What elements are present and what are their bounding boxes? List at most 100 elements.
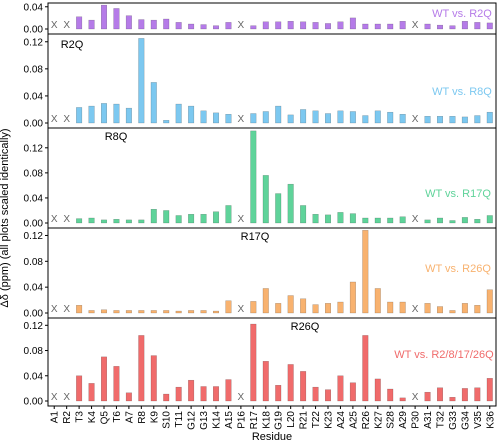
- bar-K9: [150, 355, 157, 402]
- bar-K18: [262, 175, 269, 224]
- bar-A25: [349, 213, 356, 224]
- bar-G33: [449, 25, 456, 30]
- missing-marker: X: [63, 392, 70, 403]
- bar-K4: [88, 383, 95, 402]
- x-tick-label: K36: [485, 411, 496, 429]
- bar-K14: [212, 386, 219, 402]
- y-tick-label: 0.04: [24, 283, 44, 294]
- bar-L20: [287, 114, 294, 124]
- series-label: WT vs. R8Q: [432, 86, 492, 98]
- x-tick-label: R17: [249, 411, 260, 430]
- x-tick-label: G33: [448, 411, 459, 430]
- bar-G33: [449, 220, 456, 224]
- bar-R17: [250, 301, 257, 314]
- bar-A25: [349, 111, 356, 124]
- bar-K27: [374, 23, 381, 30]
- bar-G34: [461, 217, 468, 224]
- bar-S10: [163, 393, 170, 402]
- x-tick-label: A31: [423, 411, 434, 429]
- panel-frame: [47, 317, 497, 407]
- bar-S28: [387, 23, 394, 30]
- bar-T6: [113, 366, 120, 402]
- bar-G19: [275, 193, 282, 224]
- x-tick-label: A15: [224, 411, 235, 429]
- bar-A24: [337, 212, 344, 224]
- missing-marker: X: [51, 304, 58, 315]
- y-tick-label: 0.00: [24, 119, 44, 130]
- bar-T22: [312, 22, 319, 30]
- bar-G19: [275, 303, 282, 314]
- x-tick-label: R8: [137, 411, 148, 424]
- x-tick-label: R2: [62, 411, 73, 424]
- y-tick-label: 0.04: [24, 371, 44, 382]
- bar-R8: [138, 19, 145, 30]
- bar-A31: [424, 391, 431, 402]
- bar-T3: [76, 16, 83, 30]
- bar-R21: [300, 109, 307, 124]
- bar-A31: [424, 219, 431, 224]
- bar-R17: [250, 25, 257, 30]
- bar-K18: [262, 361, 269, 402]
- bar-R8: [138, 335, 145, 402]
- bar-R21: [300, 205, 307, 224]
- bar-K9: [150, 82, 157, 124]
- y-tick-label: 0.04: [24, 2, 44, 13]
- missing-marker: X: [63, 20, 70, 31]
- x-tick-label: A1: [50, 411, 61, 424]
- bar-R21: [300, 21, 307, 30]
- bar-A15: [225, 379, 232, 402]
- bar-A24: [337, 21, 344, 30]
- missing-marker: X: [238, 20, 245, 31]
- x-tick-label: S10: [162, 411, 173, 429]
- bar-V35: [474, 387, 481, 402]
- bar-T3: [76, 218, 83, 224]
- missing-marker: X: [412, 114, 419, 125]
- bar-K9: [150, 19, 157, 30]
- series-label: WT vs. R2/8/17/26Q: [394, 349, 494, 361]
- bar-Q5: [100, 219, 107, 224]
- bar-T22: [312, 304, 319, 314]
- y-tick-label: 0.08: [24, 346, 44, 357]
- x-tick-label: G19: [274, 411, 285, 430]
- bar-K18: [262, 21, 269, 30]
- bar-Q5: [100, 4, 107, 30]
- bar-K23: [325, 23, 332, 30]
- bar-K36: [486, 111, 493, 124]
- bar-T6: [113, 8, 120, 30]
- bar-A25: [349, 281, 356, 314]
- x-tick-label: P30: [411, 411, 422, 429]
- x-tick-label: T3: [75, 411, 86, 423]
- bar-G13: [200, 24, 207, 30]
- bar-R26: [362, 115, 369, 124]
- bar-K27: [374, 217, 381, 224]
- x-tick-label: T11: [174, 411, 185, 428]
- bar-K18: [262, 288, 269, 314]
- bar-S10: [163, 210, 170, 224]
- bar-T11: [175, 386, 182, 402]
- bar-R21: [300, 371, 307, 402]
- bar-R26: [362, 230, 369, 314]
- missing-marker: X: [238, 214, 245, 225]
- bar-R17: [250, 323, 257, 402]
- bar-G12: [188, 379, 195, 402]
- x-tick-label: G13: [199, 411, 210, 430]
- x-tick-label: A7: [124, 411, 135, 424]
- bar-G13: [200, 386, 207, 402]
- bar-A29: [399, 216, 406, 224]
- y-tick-label: 0.04: [24, 91, 44, 102]
- bar-G12: [188, 310, 195, 314]
- panel-frame: [47, 127, 497, 229]
- bar-T11: [175, 215, 182, 224]
- bar-R26: [362, 335, 369, 402]
- bar-G13: [200, 310, 207, 314]
- mutation-label: R26Q: [291, 321, 320, 333]
- bar-Q5: [100, 103, 107, 124]
- bar-G12: [188, 23, 195, 30]
- mutation-label: R2Q: [61, 39, 84, 51]
- bar-K36: [486, 22, 493, 30]
- bar-K9: [150, 310, 157, 314]
- bar-G13: [200, 110, 207, 124]
- bar-A7: [125, 392, 132, 402]
